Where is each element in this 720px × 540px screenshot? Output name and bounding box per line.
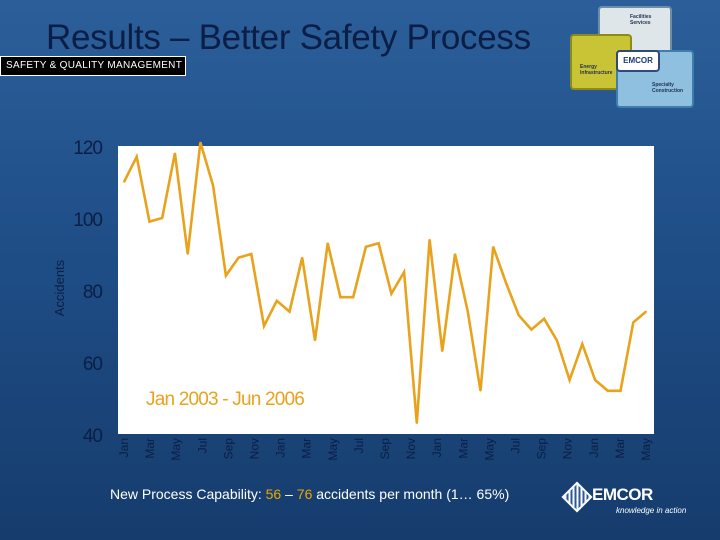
- accidents-data-point: [403, 271, 405, 273]
- caption-separator: –: [281, 486, 297, 502]
- accidents-data-point: [288, 310, 291, 313]
- x-tick-label: Nov: [248, 438, 262, 459]
- date-range-annotation: Jan 2003 - Jun 2006: [146, 389, 304, 410]
- process-capability-caption: New Process Capability: 56 – 76 accident…: [110, 486, 509, 502]
- control-limit-step: [511, 347, 525, 381]
- x-tick-label: Nov: [404, 438, 418, 459]
- x-tick-label: Jan: [430, 438, 444, 457]
- accidents-data-point: [199, 141, 202, 144]
- accidents-data-point: [326, 242, 329, 244]
- y-axis-label: Accidents: [52, 259, 67, 316]
- y-tick-label: 120: [73, 138, 102, 159]
- emcor-segments-emblem: Facilities Services Energy Infrastructur…: [568, 4, 698, 110]
- x-tick-label: May: [169, 438, 183, 461]
- accidents-data-point: [568, 379, 571, 381]
- logo-brand: EMCOR: [592, 485, 653, 504]
- accidents-data-point: [581, 343, 584, 345]
- accidents-data-point: [123, 181, 125, 183]
- control-limit-step: [269, 257, 284, 298]
- accidents-data-point: [250, 253, 253, 255]
- accidents-data-point: [339, 296, 342, 299]
- emblem-emcor-label: EMCOR: [616, 50, 660, 72]
- x-tick-label: Jan: [117, 438, 131, 457]
- caption-prefix: New Process Capability:: [110, 486, 266, 502]
- accidents-data-point: [263, 325, 265, 327]
- control-limit-step: [269, 163, 284, 244]
- accidents-data-point: [441, 350, 444, 353]
- caption-low-value: 56: [265, 486, 282, 502]
- emcor-logo: EMCOR knowledge in action: [561, 481, 712, 522]
- accidents-data-point: [314, 339, 316, 342]
- x-tick-label: May: [326, 438, 340, 461]
- slide-title: Results – Better Safety Process: [46, 18, 531, 57]
- x-tick-label: Sep: [221, 438, 235, 460]
- accidents-data-point: [275, 300, 278, 302]
- accidents-data-point: [377, 242, 380, 244]
- accidents-data-point: [492, 246, 495, 248]
- accidents-data-point: [479, 390, 482, 392]
- accidents-data-point: [161, 217, 163, 219]
- x-tick-label: May: [482, 438, 496, 461]
- accidents-data-point: [365, 246, 367, 248]
- accidents-series-line: [122, 142, 647, 424]
- x-tick-label: Jan: [587, 438, 601, 457]
- x-tick-label: Mar: [143, 438, 157, 459]
- accidents-data-point: [645, 310, 647, 313]
- accidents-data-point: [212, 184, 214, 187]
- x-tick-label: Jul: [352, 438, 366, 453]
- accidents-data-point: [390, 292, 393, 295]
- accidents-data-point: [186, 253, 189, 255]
- accidents-data-point: [594, 379, 596, 381]
- x-tick-label: Nov: [561, 438, 575, 459]
- x-tick-label: Sep: [378, 438, 392, 460]
- x-tick-label: Sep: [535, 438, 549, 460]
- accidents-data-point: [530, 328, 533, 331]
- accidents-data-point: [352, 296, 354, 299]
- accidents-data-point: [517, 314, 520, 317]
- accidents-data-point: [619, 390, 622, 392]
- y-tick-label: 60: [83, 354, 103, 375]
- x-tick-label: Jul: [509, 438, 523, 453]
- x-tick-label: Mar: [613, 438, 627, 459]
- accidents-data-point: [148, 220, 151, 223]
- accidents-data-point: [237, 256, 240, 259]
- accidents-data-point: [607, 390, 609, 392]
- x-tick-label: Mar: [456, 438, 470, 459]
- x-tick-label: Jul: [195, 438, 209, 453]
- control-limit-step: [511, 243, 525, 305]
- caption-high-value: 76: [296, 486, 313, 502]
- accidents-data-point: [454, 253, 456, 255]
- accidents-data-point: [174, 152, 176, 154]
- emcor-diamond-icon: [561, 481, 593, 513]
- accidents-data-point: [543, 318, 545, 320]
- accidents-data-point: [632, 321, 635, 324]
- x-tick-label: Mar: [300, 438, 314, 459]
- caption-suffix: accidents per month (1… 65%): [312, 486, 510, 502]
- accidents-data-point: [135, 156, 138, 158]
- section-subheader: SAFETY & QUALITY MANAGEMENT: [0, 56, 186, 76]
- y-tick-label: 100: [73, 210, 102, 231]
- x-tick-label: Jan: [274, 438, 288, 457]
- accidents-data-point: [225, 274, 227, 277]
- y-tick-label: 40: [83, 426, 103, 447]
- accidents-data-point: [416, 422, 418, 425]
- accidents-data-point: [466, 310, 469, 313]
- accidents-data-point: [505, 282, 507, 284]
- y-tick-label: 80: [83, 282, 103, 303]
- plot-area: [118, 146, 654, 434]
- x-tick-label: May: [639, 438, 653, 461]
- accidents-data-point: [301, 256, 304, 259]
- accidents-data-point: [428, 238, 431, 241]
- logo-tagline: knowledge in action: [616, 506, 687, 515]
- accidents-data-point: [556, 339, 558, 342]
